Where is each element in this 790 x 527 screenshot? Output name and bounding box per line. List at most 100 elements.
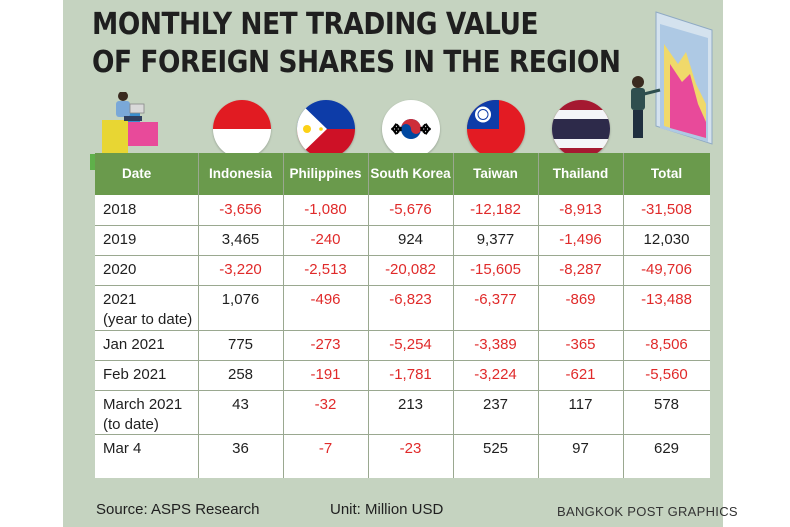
table-cell: -2,513 [304,261,347,278]
column-divider [623,153,624,478]
table-cell: -1,080 [304,201,347,218]
table-cell: -12,182 [470,201,521,218]
row-label: 2020 [103,261,137,278]
woman-arm-icon [643,88,661,96]
table-cell: 237 [482,396,509,413]
column-header-date: Date [122,166,152,181]
table-cell: 578 [653,396,680,413]
table-cell: -365 [565,336,596,353]
table-cell: 9,377 [476,231,515,248]
table-cell: 43 [232,396,249,413]
column-divider [538,153,539,478]
table-cell: 117 [568,396,593,413]
table-cell: -3,656 [219,201,262,218]
person-legs-icon [124,116,142,121]
column-header-indonesia: Indonesia [208,166,272,181]
table-cell: 924 [397,231,424,248]
table-cell: -8,287 [559,261,602,278]
philippines-flag-icon [297,100,355,158]
table-cell: -496 [310,291,341,308]
title-line-2: OF FOREIGN SHARES IN THE REGION [92,45,621,80]
column-header-thailand: Thailand [552,166,609,181]
row-divider [95,330,710,331]
table-cell: -5,254 [389,336,432,353]
woman-body-icon [631,88,645,110]
row-divider [95,285,710,286]
infographic-title: MONTHLY NET TRADING VALUE OF FOREIGN SHA… [92,6,621,82]
table-cell: -20,082 [385,261,436,278]
table-cell: 12,030 [643,231,690,248]
row-label: 2018 [103,201,137,218]
table-cell: -32 [314,396,337,413]
table-cell: -49,706 [641,261,692,278]
column-divider [368,153,369,478]
table-cell: -3,389 [474,336,517,353]
column-header-south-korea: South Korea [370,166,451,181]
table-cell: -3,224 [474,366,517,383]
woman-legs-icon [633,110,643,138]
column-divider [453,153,454,478]
table-cell: 36 [232,440,249,457]
row-divider [95,434,710,435]
table-cell: -31,508 [641,201,692,218]
person-head-icon [118,92,128,101]
row-divider [95,255,710,256]
row-sublabel: (to date) [103,416,159,433]
table-cell: 629 [653,440,680,457]
south-korea-flag-icon [382,100,440,158]
table-cell: 3,465 [221,231,260,248]
table-header-bar [95,153,710,195]
row-sublabel: (year to date) [103,311,193,328]
column-divider [198,153,199,478]
table-cell: -8,913 [559,201,602,218]
row-divider [95,360,710,361]
table-cell: -6,377 [474,291,517,308]
row-divider [95,390,710,391]
laptop-icon [129,103,145,114]
person-body-icon [116,101,130,117]
table-cell: -191 [310,366,341,383]
table-cell: -273 [310,336,341,353]
table-cell: -3,220 [219,261,262,278]
table-cell: -6,823 [389,291,432,308]
businesswoman-chart-illustration [631,11,713,145]
row-label: 2021 [103,291,137,308]
pink-block-icon [128,122,158,146]
row-label: Mar 4 [103,440,142,457]
indonesia-flag-icon [213,100,271,158]
table-cell: -23 [399,440,422,457]
row-label: Jan 2021 [103,336,165,353]
table-cell: 97 [572,440,589,457]
table-cell: -1,496 [559,231,602,248]
row-label: March 2021 [103,396,183,413]
table-cell: 1,076 [221,291,260,308]
thailand-flag-icon [552,100,610,158]
graphics-credit: BANGKOK POST GRAPHICS [557,504,738,519]
row-divider [95,225,710,226]
table-cell: 213 [397,396,424,413]
table-cell: -15,605 [470,261,521,278]
table-cell: -1,781 [389,366,432,383]
table-cell: -621 [565,366,596,383]
table-cell: 775 [227,336,254,353]
table-cell: -5,560 [645,366,688,383]
table-cell: -8,506 [645,336,688,353]
column-divider [283,153,284,478]
chart-pink-area-icon [670,64,706,138]
table-cell: -7 [318,440,333,457]
yellow-block-icon [102,120,128,154]
taiwan-flag-icon [467,100,525,158]
table-cell: -869 [565,291,596,308]
table-cell: -240 [310,231,341,248]
column-header-philippines: Philippines [289,166,362,181]
table-cell: 525 [482,440,509,457]
table-cell: 258 [227,366,254,383]
table-body [95,195,710,478]
table-cell: -13,488 [641,291,692,308]
column-header-total: Total [650,166,683,181]
unit-note: Unit: Million USD [330,501,444,518]
column-header-taiwan: Taiwan [473,166,518,181]
row-label: Feb 2021 [103,366,167,383]
title-line-1: MONTHLY NET TRADING VALUE [92,7,539,42]
row-label: 2019 [103,231,137,248]
